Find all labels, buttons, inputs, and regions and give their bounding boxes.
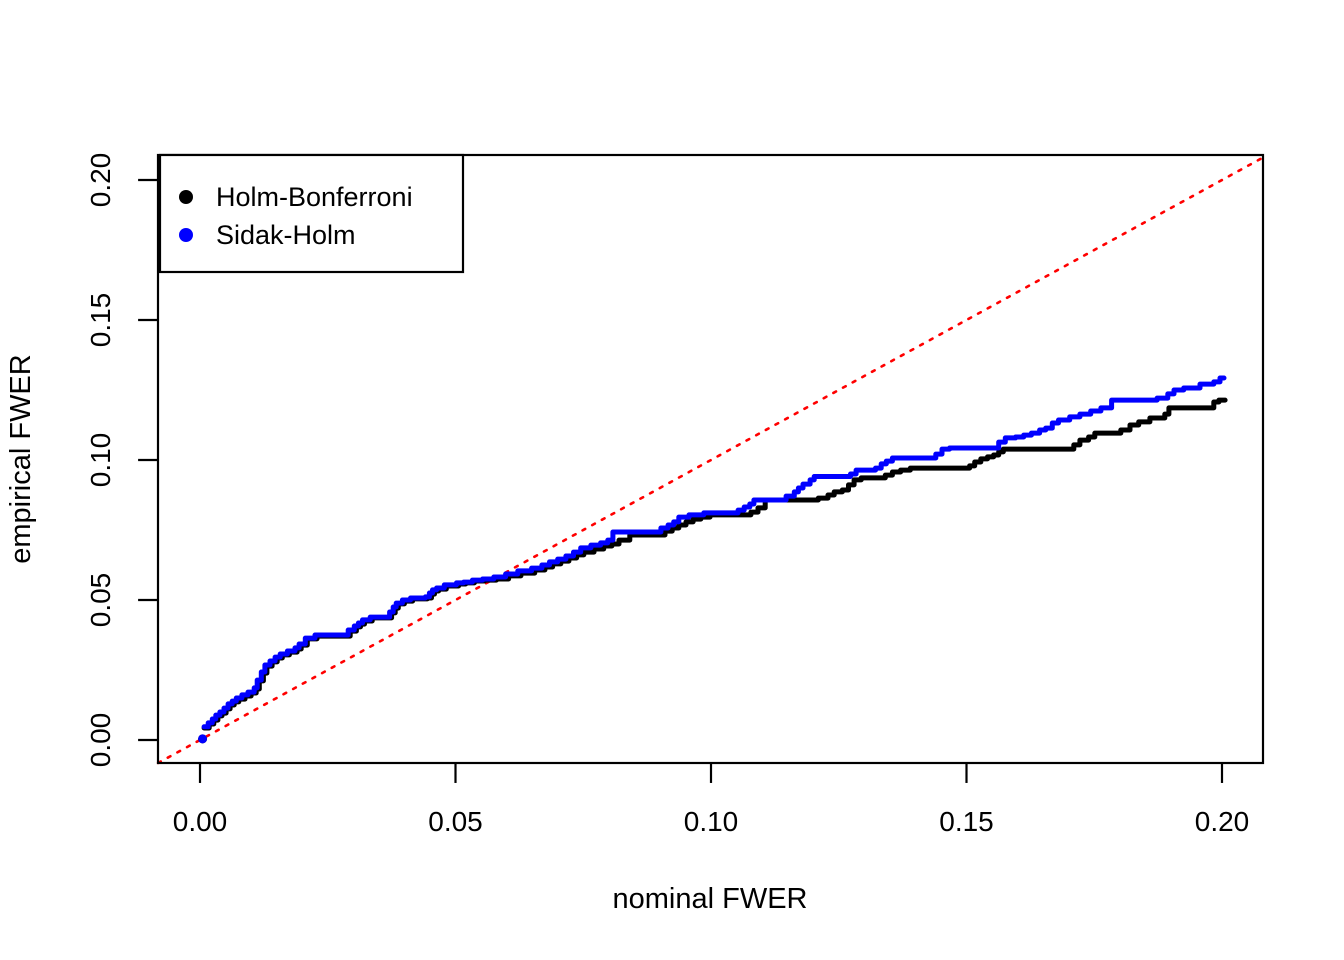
x-axis: 0.00 0.05 0.10 0.15 0.20 bbox=[173, 762, 1250, 837]
legend-label-holm-bonferroni: Holm-Bonferroni bbox=[216, 182, 413, 212]
y-tick-label: 0.20 bbox=[85, 153, 116, 208]
holm-bonferroni-curve bbox=[201, 397, 1228, 731]
identity-reference-line-layer bbox=[156, 155, 1266, 765]
x-tick-label: 0.05 bbox=[428, 806, 483, 837]
sidak-holm-curve bbox=[201, 375, 1227, 730]
y-tick-label: 0.05 bbox=[85, 573, 116, 628]
x-tick-label: 0.10 bbox=[684, 806, 739, 837]
x-tick-label: 0.15 bbox=[939, 806, 994, 837]
legend: Holm-Bonferroni Sidak-Holm bbox=[158, 153, 465, 274]
x-tick-label: 0.00 bbox=[173, 806, 228, 837]
y-tick-label: 0.00 bbox=[85, 713, 116, 768]
series-curves-layer bbox=[198, 375, 1228, 744]
legend-label-sidak-holm: Sidak-Holm bbox=[216, 220, 356, 250]
sidak-holm-start-dot bbox=[198, 734, 208, 744]
y-tick-label: 0.10 bbox=[85, 433, 116, 488]
identity-reference-line bbox=[156, 155, 1266, 765]
x-axis-title: nominal FWER bbox=[613, 883, 808, 915]
legend-marker-holm-bonferroni bbox=[179, 190, 193, 204]
legend-box bbox=[158, 153, 465, 274]
y-axis-title: empirical FWER bbox=[5, 354, 37, 563]
x-tick-label: 0.20 bbox=[1195, 806, 1250, 837]
y-tick-label: 0.15 bbox=[85, 293, 116, 348]
y-axis: 0.00 0.05 0.10 0.15 0.20 bbox=[85, 153, 159, 768]
legend-marker-sidak-holm bbox=[179, 228, 193, 242]
